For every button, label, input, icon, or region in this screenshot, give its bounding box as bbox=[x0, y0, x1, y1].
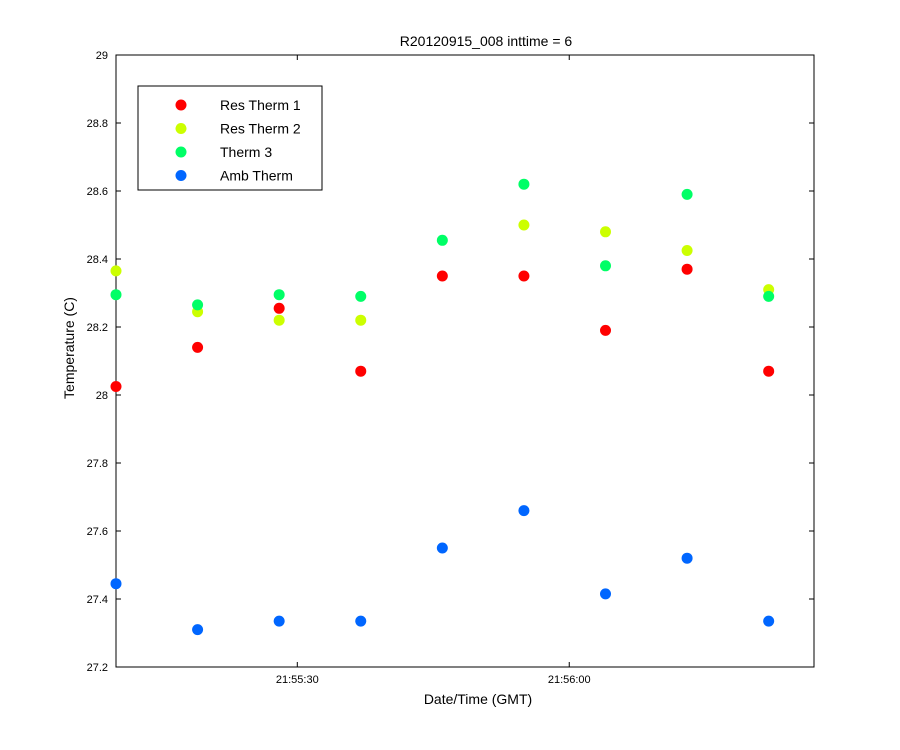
data-points bbox=[110, 178, 775, 636]
data-point-res-therm-1 bbox=[763, 365, 775, 377]
data-point-amb-therm bbox=[273, 615, 285, 627]
y-tick-label: 27.6 bbox=[87, 526, 108, 538]
y-tick-label: 27.8 bbox=[87, 458, 108, 470]
data-point-res-therm-2 bbox=[600, 226, 612, 238]
y-axis: 27.2 27.4 27.6 27.8 28 28.2 28.4 28.6 28.8 29 bbox=[87, 50, 814, 674]
x-axis: 21:55:30 21:56:00 bbox=[276, 55, 591, 686]
legend-marker bbox=[175, 146, 187, 158]
data-point-res-therm-1 bbox=[436, 270, 448, 282]
data-point-therm-3 bbox=[600, 260, 612, 272]
data-point-res-therm-2 bbox=[110, 265, 122, 277]
data-point-amb-therm bbox=[192, 624, 204, 636]
legend-box bbox=[137, 85, 323, 191]
data-point-res-therm-1 bbox=[600, 324, 612, 336]
data-point-res-therm-1 bbox=[273, 302, 285, 314]
legend-marker bbox=[175, 170, 187, 181]
y-tick-label: 28.4 bbox=[87, 254, 108, 266]
data-point-amb-therm bbox=[110, 578, 122, 590]
data-point-amb-therm bbox=[763, 615, 775, 627]
y-tick-label: 27.2 bbox=[87, 662, 108, 674]
data-point-res-therm-1 bbox=[681, 263, 693, 275]
x-axis-label: Date/Time (GMT) bbox=[424, 691, 532, 707]
data-point-res-therm-1 bbox=[110, 381, 122, 392]
data-point-therm-3 bbox=[436, 234, 448, 246]
legend-marker bbox=[175, 99, 187, 111]
y-tick-label: 27.4 bbox=[87, 594, 108, 606]
data-point-amb-therm bbox=[436, 542, 448, 554]
legend-label: Amb Therm bbox=[220, 168, 293, 184]
y-tick-label: 28.6 bbox=[87, 186, 108, 198]
data-point-res-therm-1 bbox=[355, 365, 367, 377]
legend-label: Therm 3 bbox=[220, 144, 272, 160]
data-point-amb-therm bbox=[518, 505, 530, 517]
data-point-therm-3 bbox=[273, 289, 285, 301]
data-point-res-therm-2 bbox=[518, 219, 530, 231]
data-point-res-therm-2 bbox=[355, 314, 367, 326]
y-tick-label: 29 bbox=[96, 50, 108, 62]
data-point-amb-therm bbox=[355, 615, 367, 627]
chart-title: R20120915_008 inttime = 6 bbox=[400, 33, 573, 49]
legend-label: Res Therm 2 bbox=[220, 121, 301, 137]
data-point-amb-therm bbox=[681, 552, 693, 564]
y-tick-label: 28 bbox=[96, 390, 108, 402]
legend-label: Res Therm 1 bbox=[220, 97, 301, 113]
legend-marker bbox=[175, 123, 187, 134]
data-point-therm-3 bbox=[355, 290, 367, 302]
data-point-therm-3 bbox=[518, 178, 530, 190]
x-tick-label: 21:55:30 bbox=[276, 674, 319, 686]
data-point-therm-3 bbox=[681, 188, 693, 200]
data-point-res-therm-2 bbox=[273, 314, 285, 326]
data-point-res-therm-1 bbox=[518, 270, 530, 282]
data-point-therm-3 bbox=[110, 289, 122, 301]
legend: Res Therm 1 Res Therm 2 Therm 3 Amb Therm bbox=[137, 85, 323, 191]
data-point-res-therm-2 bbox=[681, 245, 693, 256]
y-tick-label: 28.8 bbox=[87, 118, 108, 130]
data-point-res-therm-1 bbox=[192, 341, 204, 353]
data-point-amb-therm bbox=[600, 588, 612, 600]
data-point-therm-3 bbox=[763, 290, 775, 302]
y-axis-label: Temperature (C) bbox=[61, 297, 77, 399]
y-tick-label: 28.2 bbox=[87, 322, 108, 334]
data-point-therm-3 bbox=[192, 299, 204, 311]
x-tick-label: 21:56:00 bbox=[548, 674, 591, 686]
